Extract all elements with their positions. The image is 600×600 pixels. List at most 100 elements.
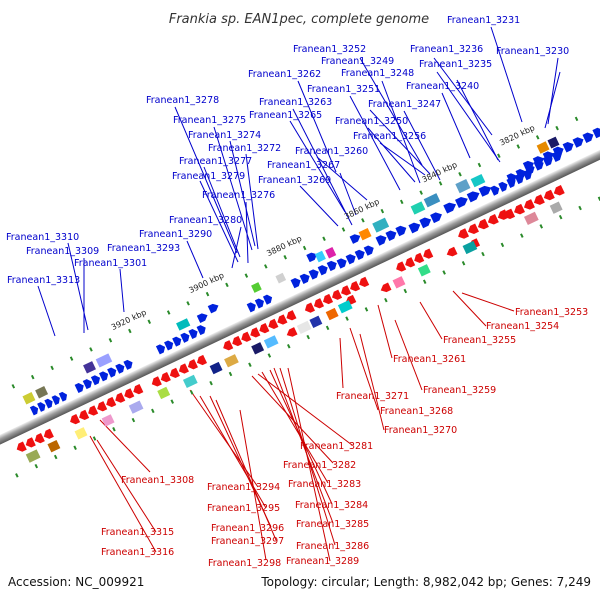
label-leader-line bbox=[547, 57, 559, 125]
forward-gene-arrow bbox=[326, 260, 337, 272]
tick-mark bbox=[458, 171, 462, 177]
label-leader-line bbox=[461, 292, 515, 312]
forward-gene-arrow bbox=[345, 254, 356, 265]
tick-mark bbox=[578, 205, 582, 211]
forward-gene-arrow bbox=[506, 177, 516, 188]
label-leader-line bbox=[436, 71, 501, 163]
label-leader-line bbox=[215, 399, 277, 541]
gene-category-block bbox=[176, 318, 191, 331]
reverse-gene-arrow bbox=[468, 223, 479, 234]
forward-gene-arrow bbox=[455, 196, 468, 208]
reverse-gene-arrow bbox=[268, 318, 279, 329]
label-leader-line bbox=[229, 140, 256, 247]
reverse-gene-arrow bbox=[414, 252, 425, 264]
gene-label: Franean1_3256 bbox=[353, 131, 426, 142]
forward-gene-arrow bbox=[44, 398, 53, 409]
label-leader-line bbox=[433, 57, 493, 136]
forward-gene-arrow bbox=[490, 185, 500, 196]
forward-gene-arrow bbox=[551, 151, 562, 163]
gene-label: Franean1_3274 bbox=[188, 130, 261, 141]
reverse-gene-arrow bbox=[286, 310, 297, 321]
gene-category-block bbox=[22, 392, 36, 405]
label-leader-line bbox=[367, 127, 416, 183]
label-leader-line bbox=[339, 172, 357, 216]
gene-label: Franean1_3236 bbox=[410, 44, 483, 55]
tick-mark bbox=[34, 463, 39, 469]
tick-mark bbox=[228, 371, 233, 377]
reverse-gene-arrow bbox=[151, 376, 162, 387]
reverse-gene-arrow bbox=[160, 371, 171, 383]
reverse-gene-arrow bbox=[322, 293, 334, 305]
gene-category-block bbox=[182, 374, 198, 389]
reverse-gene-arrow bbox=[304, 302, 315, 313]
tick-mark bbox=[516, 144, 521, 149]
forward-gene-arrow bbox=[533, 160, 544, 171]
gene-label: Franean1_3230 bbox=[496, 46, 569, 57]
forward-gene-arrow bbox=[308, 269, 319, 280]
gene-label: Franean1_3276 bbox=[202, 190, 275, 201]
gene-label: Franean1_3272 bbox=[208, 143, 281, 154]
gene-category-block bbox=[410, 201, 426, 215]
forward-gene-arrow bbox=[478, 185, 492, 197]
label-leader-line bbox=[186, 240, 204, 279]
label-leader-line bbox=[231, 226, 242, 269]
forward-gene-arrow bbox=[572, 137, 584, 148]
gene-category-block bbox=[25, 449, 41, 463]
label-leader-line bbox=[67, 242, 89, 331]
reverse-gene-arrow bbox=[178, 363, 189, 374]
forward-gene-arrow bbox=[317, 265, 328, 276]
gene-category-block bbox=[101, 414, 115, 427]
label-leader-line bbox=[239, 409, 267, 561]
kbp-marker-3840: 3840 kbp bbox=[421, 160, 459, 184]
forward-gene-arrow bbox=[375, 235, 387, 246]
gene-label: Franean1_3289 bbox=[286, 556, 359, 567]
label-leader-line bbox=[441, 92, 471, 159]
label-leader-line bbox=[261, 371, 329, 484]
reverse-gene-arrow bbox=[313, 298, 325, 309]
label-leader-line bbox=[359, 57, 423, 166]
tick-mark bbox=[209, 380, 213, 386]
tick-mark bbox=[481, 251, 485, 257]
reverse-gene-arrow bbox=[514, 203, 525, 215]
forward-gene-arrow bbox=[498, 181, 508, 192]
gene-label: Franean1_3282 bbox=[283, 460, 356, 471]
forward-gene-arrow bbox=[164, 340, 174, 351]
reverse-gene-arrow bbox=[553, 184, 565, 196]
reverse-gene-arrow bbox=[232, 335, 243, 347]
genome-backbone bbox=[0, 139, 600, 457]
tick-mark bbox=[112, 427, 116, 432]
gene-label: Franean1_3261 bbox=[393, 354, 466, 365]
label-leader-line bbox=[419, 301, 443, 340]
gene-label: Franean1_3298 bbox=[208, 558, 281, 569]
gene-label: Franean1_3297 bbox=[211, 536, 284, 547]
reverse-gene-arrow bbox=[70, 413, 81, 425]
gene-label: Franean1_3247 bbox=[368, 99, 441, 110]
label-leader-line bbox=[299, 185, 339, 227]
forward-gene-arrow bbox=[51, 395, 60, 406]
label-leader-line bbox=[349, 327, 379, 411]
forward-gene-arrow bbox=[363, 245, 374, 256]
reverse-gene-arrow bbox=[543, 189, 555, 201]
gene-label: Franean1_3263 bbox=[259, 97, 332, 108]
label-leader-line bbox=[213, 126, 253, 251]
reverse-gene-arrow bbox=[350, 281, 361, 292]
reverse-gene-arrow bbox=[97, 401, 108, 412]
gene-label: Franean1_3316 bbox=[101, 547, 174, 558]
forward-gene-arrow bbox=[29, 405, 39, 416]
reverse-gene-arrow bbox=[332, 289, 343, 300]
tick-mark bbox=[151, 408, 155, 414]
tick-mark bbox=[50, 365, 54, 371]
tick-mark bbox=[520, 233, 524, 238]
gene-label: Franean1_3309 bbox=[26, 246, 99, 257]
forward-gene-arrow bbox=[107, 367, 117, 378]
gene-label: Franean1_3286 bbox=[296, 541, 369, 552]
tick-mark bbox=[438, 181, 443, 186]
tick-mark bbox=[558, 214, 563, 220]
gene-label: Franean1_3249 bbox=[321, 56, 394, 67]
reverse-gene-arrow bbox=[88, 405, 99, 416]
reverse-gene-arrow bbox=[277, 314, 288, 325]
label-leader-line bbox=[37, 285, 56, 337]
forward-gene-arrow bbox=[82, 379, 92, 390]
gene-label: Franean1_3255 bbox=[443, 335, 516, 346]
